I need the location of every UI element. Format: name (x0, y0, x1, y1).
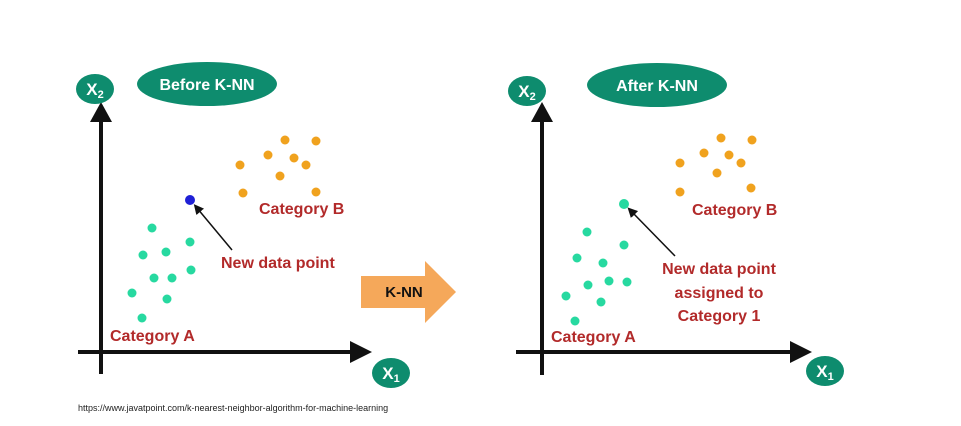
knn-arrow: K-NN (361, 261, 456, 323)
before-category-a-label: Category A (110, 328, 195, 345)
after-y-axis-label: X (518, 82, 530, 101)
category-a-point (149, 273, 159, 283)
category-a-point (561, 291, 571, 301)
category-a-point (582, 227, 592, 237)
category-a-point (596, 297, 606, 307)
category-a-point (570, 316, 580, 326)
category-b-point (712, 168, 722, 178)
after-new-point-label-line3: Category 1 (678, 308, 761, 325)
category-a-point (583, 280, 593, 290)
category-b-point (235, 160, 245, 170)
category-b-point (675, 187, 685, 197)
before-panel: X2 X1 Before K-NN (76, 62, 410, 388)
after-category-a-points (561, 199, 632, 326)
before-pointer-arrow (193, 204, 233, 251)
before-new-point-label: New data point (221, 255, 335, 272)
category-a-point (138, 250, 148, 260)
before-x-axis-badge: X1 (372, 358, 410, 388)
after-category-a-label: Category A (551, 329, 636, 346)
category-b-point (263, 150, 273, 160)
after-title-pill: After K-NN (587, 63, 727, 107)
svg-text:X1: X1 (382, 364, 399, 385)
before-x-axis-label: X (382, 364, 394, 383)
before-category-a-points (127, 223, 196, 323)
after-y-axis-badge: X2 (508, 76, 546, 106)
category-a-point (604, 276, 614, 286)
category-b-point (747, 135, 757, 145)
category-b-point (301, 160, 311, 170)
after-x-axis-badge: X1 (806, 356, 844, 386)
before-y-axis-arrowhead (90, 102, 112, 122)
after-pointer-arrow (627, 207, 676, 257)
category-a-point (161, 247, 171, 257)
category-b-point (736, 158, 746, 168)
after-x-axis-subscript: 1 (828, 371, 834, 383)
category-b-point (289, 153, 299, 163)
before-y-axis-badge: X2 (76, 74, 114, 104)
svg-text:X2: X2 (518, 82, 535, 103)
before-y-axis-subscript: 2 (98, 89, 104, 101)
category-a-point (572, 253, 582, 263)
after-category-b-label: Category B (692, 202, 777, 219)
category-a-point (598, 258, 608, 268)
after-category-b-points (675, 133, 757, 197)
category-b-point (311, 187, 321, 197)
svg-text:X1: X1 (816, 362, 833, 383)
category-b-point (280, 135, 290, 145)
before-title-pill: Before K-NN (137, 62, 277, 106)
after-new-point-label-line2: assigned to (675, 285, 764, 302)
category-a-point-new (619, 199, 629, 209)
category-b-point (746, 183, 756, 193)
after-y-axis-arrowhead (531, 102, 553, 122)
category-b-point (716, 133, 726, 143)
category-b-point (724, 150, 734, 160)
category-a-point (619, 240, 629, 250)
before-y-axis-label: X (86, 80, 98, 99)
category-a-point (622, 277, 632, 287)
category-b-point (275, 171, 285, 181)
after-new-point-label-line1: New data point (662, 261, 776, 278)
before-new-data-point (185, 195, 195, 205)
svg-text:X2: X2 (86, 80, 103, 101)
before-category-b-points (235, 135, 321, 198)
knn-arrow-label: K-NN (385, 284, 423, 301)
category-a-point (186, 265, 196, 275)
after-y-axis-subscript: 2 (530, 91, 536, 103)
before-x-axis-arrowhead (350, 341, 372, 363)
before-x-axis-subscript: 1 (394, 373, 400, 385)
category-a-point (167, 273, 177, 283)
category-b-point (699, 148, 709, 158)
category-a-point (185, 237, 195, 247)
after-x-axis-arrowhead (790, 341, 812, 363)
category-a-point (137, 313, 147, 323)
before-category-b-label: Category B (259, 201, 344, 218)
before-title: Before K-NN (159, 77, 254, 94)
source-url: https://www.javatpoint.com/k-nearest-nei… (78, 403, 389, 413)
category-b-point (238, 188, 248, 198)
after-title: After K-NN (616, 78, 698, 95)
category-a-point (147, 223, 157, 233)
category-a-point (162, 294, 172, 304)
after-panel: X2 X1 After K-NN (508, 63, 844, 386)
category-a-point (127, 288, 137, 298)
category-b-point (675, 158, 685, 168)
category-b-point (311, 136, 321, 146)
after-x-axis-label: X (816, 362, 828, 381)
